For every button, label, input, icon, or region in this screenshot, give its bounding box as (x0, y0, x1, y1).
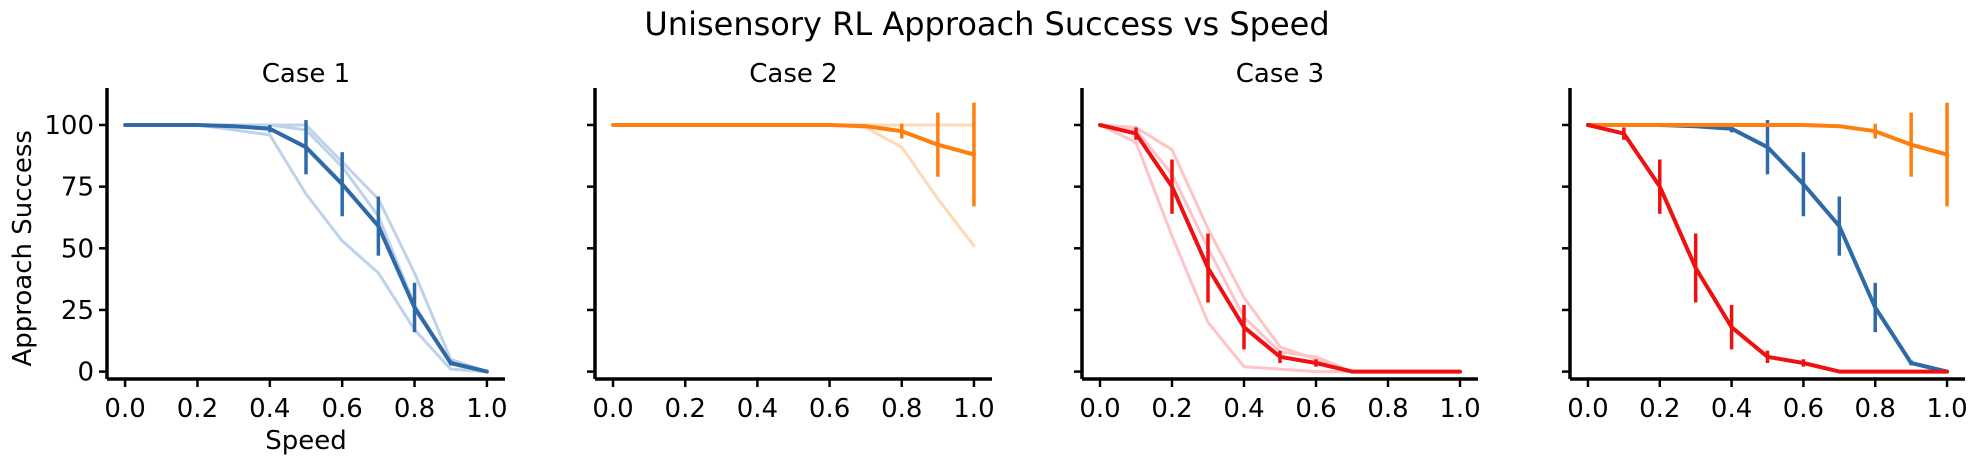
y-axis-label: Approach Success (8, 130, 38, 366)
panel-4: 0.0 0.2 0.4 0.6 0.8 1.0 (1562, 88, 1968, 424)
x-tick-label: 0.2 (1151, 394, 1192, 424)
y-tick-label: 75 (61, 173, 94, 203)
x-tick-label: 0.2 (665, 394, 706, 424)
x-tick-label: 1.0 (953, 394, 994, 424)
x-tick-label: 0.2 (1639, 394, 1680, 424)
x-tick-label: 0.4 (737, 394, 778, 424)
panel-1: 0 25 50 75 100 0.0 0.2 0.4 0.6 0.8 1.0 Case 1 Speed A… (8, 59, 508, 456)
mean-line (1098, 123, 1462, 374)
y-tick-label: 0 (77, 358, 94, 388)
x-tick-label: 1.0 (1439, 394, 1480, 424)
x-tick-label: 0.8 (1855, 394, 1896, 424)
x-tick-label: 0.6 (1295, 394, 1336, 424)
x-tick-label: 0.4 (1711, 394, 1752, 424)
panel-3: 0.0 0.2 0.4 0.6 0.8 1.0 Case 3 (1074, 59, 1481, 424)
x-axis-label: Speed (265, 426, 347, 456)
x-tick-label: 0.6 (1783, 394, 1824, 424)
mean-line (1586, 123, 1949, 157)
x-tick-label: 0.6 (322, 394, 363, 424)
x-tick-label: 0.4 (1223, 394, 1264, 424)
x-tick-label: 0.6 (809, 394, 850, 424)
faint-run-line (611, 123, 976, 248)
panel-2: 0.0 0.2 0.4 0.6 0.8 1.0 Case 2 (587, 59, 995, 424)
x-tick-label: 0.8 (881, 394, 922, 424)
x-tick-label: 0.2 (177, 394, 218, 424)
panel-title: Case 1 (262, 59, 350, 89)
mean-line (611, 123, 976, 157)
x-tick-label: 0.0 (1567, 394, 1608, 424)
y-tick-label: 50 (61, 234, 94, 264)
x-tick-label: 0.0 (1079, 394, 1120, 424)
y-tick-label: 100 (44, 111, 94, 141)
figure-title: Unisensory RL Approach Success vs Speed (644, 5, 1329, 43)
y-tick-label: 25 (61, 296, 94, 326)
panel-title: Case 3 (1236, 59, 1324, 89)
x-tick-label: 0.0 (592, 394, 633, 424)
panel-title: Case 2 (749, 59, 837, 89)
x-tick-label: 0.4 (249, 394, 290, 424)
x-tick-label: 1.0 (466, 394, 507, 424)
x-tick-label: 0.8 (394, 394, 435, 424)
x-tick-label: 0.8 (1367, 394, 1408, 424)
x-tick-label: 0.0 (104, 394, 145, 424)
x-tick-label: 1.0 (1926, 394, 1967, 424)
